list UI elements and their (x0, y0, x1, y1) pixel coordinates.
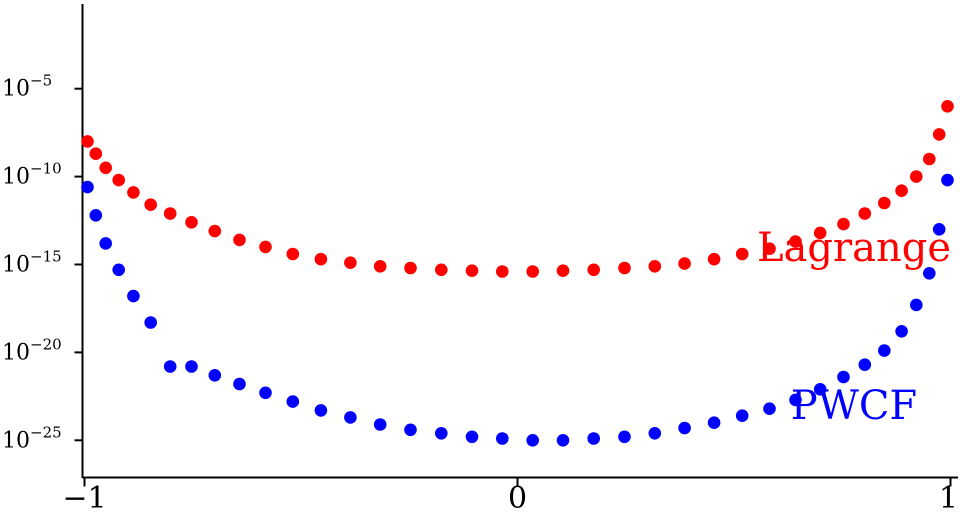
y-tick-label: 10−5 (2, 72, 52, 102)
pwcf-point (708, 416, 721, 429)
lagrange-point (496, 265, 509, 278)
lagrange-point (344, 256, 357, 269)
pwcf-point (315, 404, 328, 417)
lagrange-point (708, 253, 721, 266)
lagrange-point (315, 253, 328, 266)
lagrange-point (878, 197, 891, 210)
pwcf-point (878, 344, 891, 357)
pwcf-point (233, 378, 246, 391)
pwcf-point (374, 418, 387, 431)
pwcf-point (99, 237, 112, 250)
lagrange-point (259, 241, 272, 254)
lagrange-point (185, 216, 198, 229)
pwcf-point (185, 360, 198, 373)
pwcf-point (112, 264, 125, 277)
lagrange-point (736, 248, 749, 261)
pwcf-point (557, 434, 570, 447)
lagrange-point (859, 207, 872, 220)
lagrange-point (209, 225, 222, 238)
x-tick-label: 0 (508, 481, 527, 514)
pwcf-point (496, 432, 509, 445)
lagrange-point (933, 128, 946, 141)
pwcf-point (164, 360, 177, 373)
lagrange-point (112, 174, 125, 187)
lagrange-point (90, 147, 103, 160)
pwcf-point (435, 427, 448, 440)
pwcf-point (763, 402, 776, 415)
pwcf-point (90, 209, 103, 222)
series-labels: Lagrange PWCF (757, 225, 951, 429)
y-tick-label: 10−25 (2, 423, 62, 453)
lagrange-point (404, 262, 417, 275)
lagrange-point (910, 170, 923, 183)
lagrange-point (526, 265, 539, 278)
lagrange-point (466, 264, 479, 277)
lagrange-point (618, 262, 631, 275)
x-tick-label: 1 (939, 481, 958, 514)
y-axis-ticks: 10−5 10−10 10−15 10−20 10−25 (2, 72, 83, 454)
lagrange-point (435, 264, 448, 277)
pwcf-point (837, 371, 850, 384)
pwcf-point (526, 434, 539, 447)
lagrange-point (941, 100, 954, 113)
lagrange-series-label: Lagrange (757, 225, 951, 271)
lagrange-point (895, 184, 908, 197)
pwcf-point (736, 409, 749, 422)
lagrange-point (81, 135, 94, 148)
pwcf-point (587, 432, 600, 445)
pwcf-point (127, 290, 140, 303)
lagrange-point (233, 234, 246, 247)
pwcf-point (344, 411, 357, 424)
x-axis-ticks: −1 0 1 (62, 478, 958, 514)
pwcf-point (144, 316, 157, 329)
lagrange-point (164, 207, 177, 220)
pwcf-series-label: PWCF (791, 383, 917, 429)
lagrange-point (587, 264, 600, 277)
lagrange-point (144, 198, 157, 211)
pwcf-point (259, 387, 272, 400)
pwcf-point (910, 299, 923, 312)
pwcf-point (404, 424, 417, 437)
lagrange-point (127, 186, 140, 199)
lagrange-point (678, 257, 691, 270)
pwcf-point (287, 395, 300, 408)
pwcf-point (859, 358, 872, 371)
y-tick-label: 10−10 (2, 160, 62, 190)
pwcf-point (678, 422, 691, 435)
pwcf-point (941, 174, 954, 187)
lagrange-point (374, 260, 387, 273)
y-tick-label: 10−20 (2, 335, 62, 365)
lagrange-point (287, 248, 300, 261)
pwcf-point (81, 181, 94, 194)
pwcf-point (649, 427, 662, 440)
y-tick-label: 10−15 (2, 248, 62, 278)
pwcf-point (618, 431, 631, 444)
x-tick-label: −1 (62, 481, 106, 514)
lagrange-point (557, 264, 570, 277)
pwcf-point (466, 431, 479, 444)
lagrange-point (923, 153, 936, 166)
pwcf-point (895, 325, 908, 338)
lagrange-point (649, 260, 662, 273)
lagrange-point (99, 162, 112, 175)
pwcf-point (209, 369, 222, 382)
